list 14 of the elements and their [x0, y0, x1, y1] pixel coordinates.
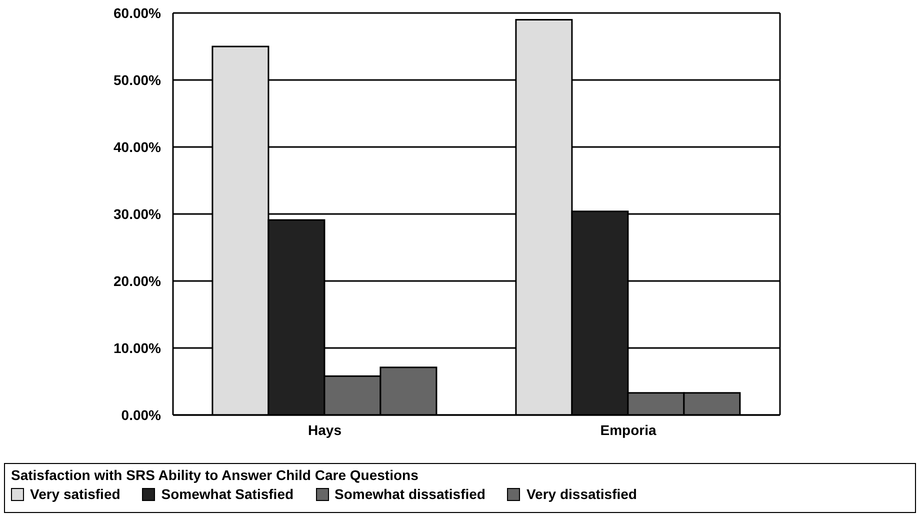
x-tick-label: Hays [308, 422, 342, 438]
y-tick-label: 20.00% [114, 272, 162, 289]
y-tick-label: 10.00% [114, 340, 162, 356]
y-tick-label: 30.00% [114, 206, 162, 222]
y-tick-label: 60.00% [114, 4, 162, 21]
x-tick-label: Emporia [600, 422, 656, 438]
legend-label: Very dissatisfied [526, 485, 637, 504]
legend-label: Somewhat Satisfied [161, 485, 294, 504]
y-tick-label: 50.00% [114, 72, 162, 88]
y-tick-label: 40.00% [114, 138, 162, 155]
legend-label: Somewhat dissatisfied [334, 485, 486, 504]
legend-title: Satisfaction with SRS Ability to Answer Child Care Questions [11, 466, 420, 484]
legend-label: Very satisfied [30, 485, 120, 504]
y-tick-label: 0.00% [121, 406, 162, 423]
